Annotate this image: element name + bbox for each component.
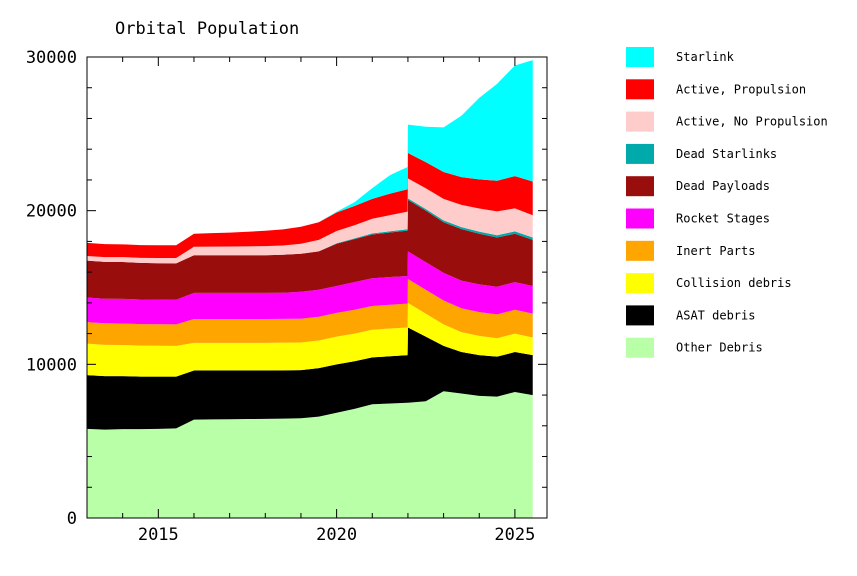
y-tick-label: 30000 bbox=[26, 48, 77, 68]
x-tick-label: 2015 bbox=[138, 525, 179, 545]
area-inert-parts bbox=[87, 279, 533, 346]
legend-swatch-rocket-stages bbox=[626, 208, 654, 229]
area-collision-debris bbox=[87, 302, 533, 377]
legend-label-collision-debris: Collision debris bbox=[676, 276, 792, 290]
legend-label-starlink: Starlink bbox=[676, 50, 735, 64]
area-active-propulsion bbox=[87, 153, 533, 258]
legend-swatch-starlink bbox=[626, 47, 654, 67]
legend-swatch-dead-starlinks bbox=[626, 143, 654, 164]
legend-swatch-dead-payloads bbox=[626, 176, 654, 197]
legend-label-dead-starlinks: Dead Starlinks bbox=[676, 147, 777, 161]
x-tick-label: 2020 bbox=[316, 525, 357, 545]
legend-swatch-asat-debris bbox=[626, 305, 654, 326]
legend-label-other-debris: Other Debris bbox=[676, 341, 763, 355]
y-tick-label: 20000 bbox=[26, 202, 77, 222]
x-tick-label: 2025 bbox=[494, 525, 535, 545]
legend-swatch-active-propulsion bbox=[626, 79, 654, 100]
stacked-area-layers bbox=[87, 60, 533, 518]
legend-label-inert-parts: Inert Parts bbox=[676, 244, 755, 258]
legend: Starlink Active, Propulsion Active, No Pro… bbox=[626, 47, 828, 358]
legend-label-dead-payloads: Dead Payloads bbox=[676, 179, 770, 193]
axis-ticks bbox=[87, 56, 547, 519]
legend-swatch-inert-parts bbox=[626, 240, 654, 261]
y-tick-label: 10000 bbox=[26, 355, 77, 375]
legend-swatch-collision-debris bbox=[626, 273, 654, 294]
axis-tick-labels: 0 10000 20000 30000 2015 2020 2025 bbox=[26, 48, 536, 545]
legend-label-active-propulsion: Active, Propulsion bbox=[676, 82, 806, 96]
y-tick-label: 0 bbox=[67, 509, 77, 529]
legend-swatch-other-debris bbox=[626, 337, 654, 358]
chart-title: Orbital Population bbox=[115, 19, 299, 39]
area-dead-payloads bbox=[87, 199, 533, 300]
plot-frame bbox=[86, 56, 548, 519]
area-asat-debris bbox=[87, 327, 533, 430]
legend-label-active-no-propulsion: Active, No Propulsion bbox=[676, 115, 828, 129]
area-rocket-stages bbox=[87, 251, 533, 325]
legend-label-rocket-stages: Rocket Stages bbox=[676, 212, 770, 226]
area-starlink bbox=[87, 60, 533, 246]
area-other-debris bbox=[87, 391, 533, 518]
area-active-no-propulsion bbox=[87, 178, 533, 264]
legend-swatch-active-no-propulsion bbox=[626, 111, 654, 132]
legend-label-asat-debris: ASAT debris bbox=[676, 308, 755, 322]
